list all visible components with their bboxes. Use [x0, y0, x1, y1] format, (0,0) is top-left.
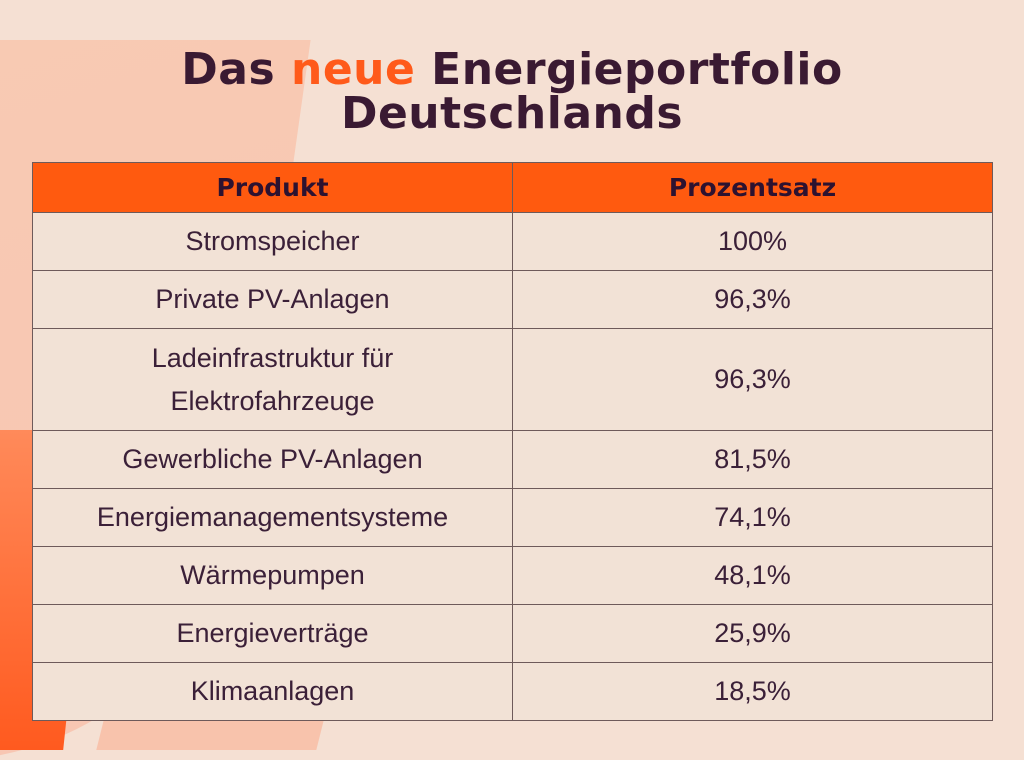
- cell-prozentsatz: 25,9%: [512, 604, 993, 663]
- table-row: Ladeinfrastruktur für Elektrofahrzeuge 9…: [32, 328, 993, 431]
- table-row: Gewerbliche PV-Anlagen 81,5%: [32, 430, 993, 489]
- cell-produkt-line1: Ladeinfrastruktur für: [151, 342, 394, 373]
- title-part2: Energieportfolio: [415, 44, 843, 95]
- table-row: Klimaanlagen 18,5%: [32, 662, 993, 721]
- table-header-row: Produkt Prozentsatz: [32, 162, 993, 213]
- cell-prozentsatz: 48,1%: [512, 546, 993, 605]
- cell-produkt: Gewerbliche PV-Anlagen: [32, 430, 513, 489]
- table-row: Energieverträge 25,9%: [32, 604, 993, 663]
- cell-produkt-line2: Elektrofahrzeuge: [170, 385, 375, 416]
- column-header-produkt: Produkt: [32, 162, 513, 213]
- data-table: Produkt Prozentsatz Stromspeicher 100% P…: [32, 162, 993, 721]
- cell-produkt: Stromspeicher: [32, 212, 513, 271]
- cell-produkt: Energieverträge: [32, 604, 513, 663]
- cell-prozentsatz: 100%: [512, 212, 993, 271]
- table-row: Stromspeicher 100%: [32, 212, 993, 271]
- cell-prozentsatz: 96,3%: [512, 328, 993, 431]
- table-row: Wärmepumpen 48,1%: [32, 546, 993, 605]
- cell-produkt: Wärmepumpen: [32, 546, 513, 605]
- table-row: Energiemanagementsysteme 74,1%: [32, 488, 993, 547]
- page-title: Das neue Energieportfolio Deutschlands: [0, 48, 1024, 136]
- cell-produkt: Energiemanagementsysteme: [32, 488, 513, 547]
- cell-prozentsatz: 81,5%: [512, 430, 993, 489]
- title-part1: Das: [181, 44, 291, 95]
- cell-prozentsatz: 96,3%: [512, 270, 993, 329]
- column-header-prozentsatz: Prozentsatz: [512, 162, 993, 213]
- cell-produkt: Klimaanlagen: [32, 662, 513, 721]
- cell-prozentsatz: 74,1%: [512, 488, 993, 547]
- cell-produkt: Private PV-Anlagen: [32, 270, 513, 329]
- title-accent: neue: [291, 44, 416, 95]
- cell-prozentsatz: 18,5%: [512, 662, 993, 721]
- cell-produkt: Ladeinfrastruktur für Elektrofahrzeuge: [32, 328, 513, 431]
- title-line2: Deutschlands: [340, 88, 684, 139]
- table-row: Private PV-Anlagen 96,3%: [32, 270, 993, 329]
